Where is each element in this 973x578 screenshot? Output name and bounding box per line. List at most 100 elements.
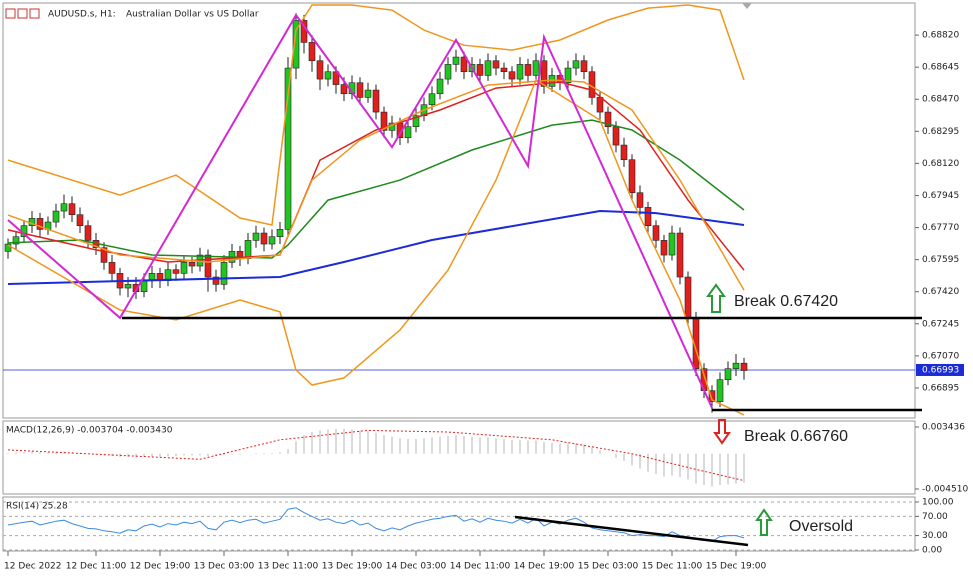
y-tick-label: 0.67595	[922, 255, 959, 265]
toolbar-icons	[5, 8, 40, 19]
y-tick-label: 0.00	[922, 545, 942, 555]
y-tick-label: 0.67420	[922, 287, 959, 297]
y-tick-label: 0.68470	[922, 95, 959, 105]
rsi-title: RSI(14) 25.28	[6, 502, 68, 512]
candle-body	[508, 71, 516, 80]
candle-body	[604, 111, 612, 128]
candle-body	[212, 276, 220, 285]
candle-body	[372, 89, 380, 113]
candle-body	[324, 71, 332, 80]
indicator-line	[7, 429, 745, 482]
candle-body	[316, 60, 324, 80]
candle-body	[564, 67, 572, 84]
x-tick-label: 14 Dec 19:00	[514, 562, 575, 572]
x-tick-label: 12 Dec 19:00	[130, 562, 191, 572]
candle-body	[356, 82, 364, 98]
candle-body	[612, 126, 620, 146]
x-tick-label: 12 Dec 11:00	[66, 562, 127, 572]
up-arrow	[755, 508, 773, 536]
y-tick-label: 0.68295	[922, 127, 959, 137]
annotation: Break 0.67420	[734, 293, 838, 310]
candle-body	[188, 262, 196, 267]
candle-body	[220, 262, 228, 285]
candle-body	[436, 78, 444, 95]
candle-body	[596, 97, 604, 113]
candle-body	[652, 225, 660, 241]
candle-body	[636, 192, 644, 208]
candle-body	[412, 115, 420, 128]
candle-body	[76, 214, 84, 227]
symbol: AUDUSD.s, H1:	[48, 10, 116, 20]
price-label-box	[916, 363, 964, 376]
candle-body	[380, 111, 388, 131]
y-tick-label: 0.67945	[922, 191, 959, 201]
candle-body	[404, 126, 412, 139]
candle-body	[668, 232, 676, 256]
candle-body	[708, 390, 716, 402]
candle-body	[252, 232, 260, 241]
x-tick-label: 13 Dec 11:00	[258, 562, 319, 572]
indicator-line	[7, 507, 745, 542]
x-tick-label: 15 Dec 11:00	[642, 562, 703, 572]
candle-body	[740, 362, 748, 371]
candle-body	[532, 60, 540, 76]
candle-body	[284, 67, 292, 230]
symbol-description: Australian Dollar vs US Dollar	[126, 10, 259, 20]
rsi-panel	[2, 496, 916, 552]
candle-body	[444, 64, 452, 80]
annotation: Oversold	[789, 518, 853, 535]
candle-body	[676, 232, 684, 278]
indicator-line	[7, 81, 745, 271]
indicator-line	[7, 13, 713, 409]
y-tick-label: 0.66895	[922, 383, 959, 393]
indicator-line	[7, 119, 745, 259]
candle-body	[100, 247, 108, 263]
candle-body	[620, 144, 628, 161]
candle-body	[124, 284, 132, 289]
annotation: Break 0.66760	[744, 428, 848, 445]
candle-body	[308, 42, 316, 62]
indicator-line	[7, 79, 745, 291]
indicator-line	[7, 209, 745, 285]
candle-body	[516, 64, 524, 80]
candle-body	[716, 379, 724, 402]
macd-title: MACD(12,26,9) -0.003704 -0.003430	[6, 426, 173, 436]
candle-body	[684, 276, 692, 318]
candle-body	[140, 280, 148, 293]
candle-body	[244, 240, 252, 260]
candle-body	[292, 20, 300, 69]
shift-marker	[742, 3, 752, 9]
candle-body	[340, 84, 348, 95]
macd-panel	[2, 420, 916, 495]
indicator-line	[7, 4, 745, 226]
y-tick-label: 0.003436	[922, 422, 965, 432]
candle-body	[476, 64, 484, 76]
candle-body	[268, 236, 276, 245]
candle-body	[428, 93, 436, 106]
candle-body	[660, 240, 668, 256]
candle-body	[580, 60, 588, 73]
x-tick-label: 14 Dec 03:00	[386, 562, 447, 572]
x-tick-label: 13 Dec 03:00	[194, 562, 255, 572]
x-tick-label: 15 Dec 03:00	[578, 562, 639, 572]
y-tick-label: 30.00	[922, 531, 948, 541]
candle-body	[460, 56, 468, 73]
candle-body	[644, 207, 652, 227]
y-tick-label: -0.004510	[922, 485, 968, 495]
x-tick-label: 14 Dec 11:00	[450, 562, 511, 572]
candle-body	[52, 210, 60, 223]
y-tick-label: 0.67245	[922, 319, 959, 329]
y-tick-label: 100.00	[922, 497, 954, 507]
rsi-trend-line	[514, 515, 749, 547]
candle-body	[452, 56, 460, 65]
up-arrow	[706, 283, 726, 313]
candle-body	[180, 262, 188, 274]
candle-body	[84, 225, 92, 241]
y-tick-label: 0.68120	[922, 159, 959, 169]
candle-body	[260, 232, 268, 245]
x-tick-label: 15 Dec 19:00	[706, 562, 767, 572]
y-tick-label: 0.67770	[922, 223, 959, 233]
